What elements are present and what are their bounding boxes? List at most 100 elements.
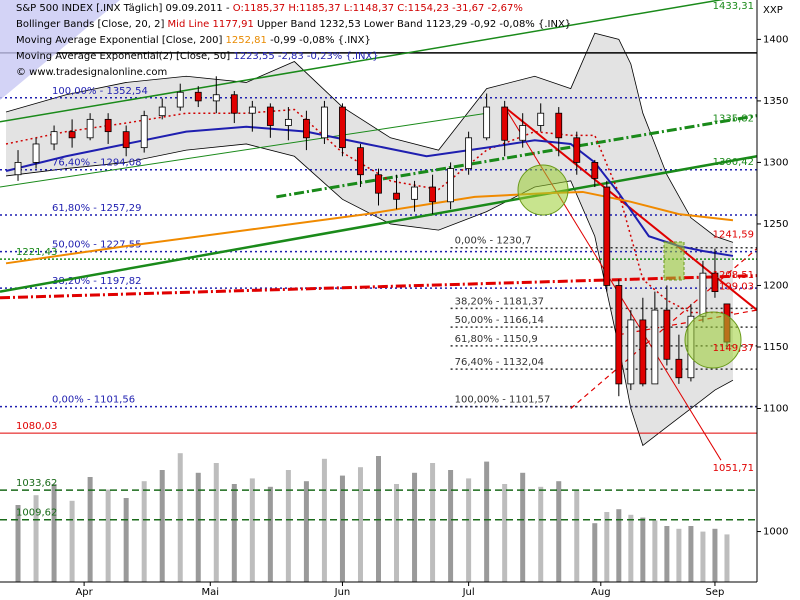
level-label: 1080,03: [16, 421, 57, 432]
x-tick-label: Mai: [202, 587, 220, 598]
header-line: Moving Average Exponential(2) [Close, 50…: [16, 51, 379, 62]
candle-body: [32, 143, 40, 163]
volume-bar: [15, 505, 21, 582]
trendline: [0, 155, 758, 293]
fib-label: 61,80% - 1257,29: [52, 203, 141, 214]
candle-body: [86, 118, 94, 139]
candle-body: [122, 131, 130, 149]
volume-bar: [123, 498, 129, 582]
candle-body: [14, 162, 22, 176]
price-label: 1208,51: [713, 270, 754, 281]
volume-bar: [592, 523, 598, 582]
candle-body: [158, 106, 166, 117]
candle-body: [711, 272, 719, 293]
volume-bar: [249, 478, 255, 582]
candle-body: [447, 168, 454, 203]
price-label: 1149,37: [713, 343, 754, 354]
band-fill: [6, 33, 733, 446]
header-text: Bollinger Bands [Close, 20, 2]: [16, 19, 168, 30]
volume-bar: [604, 512, 610, 582]
header-line: Bollinger Bands [Close, 20, 2] Mid Line …: [16, 19, 571, 30]
candle-body: [411, 186, 418, 200]
header-text: Moving Average Exponential [Close, 200]: [16, 35, 226, 46]
indicator-line: [5, 190, 734, 265]
candle-body: [699, 272, 707, 317]
volume-bar: [664, 526, 670, 582]
candle-body: [104, 118, 112, 133]
highlight-circle: [517, 164, 569, 216]
candle-body: [483, 106, 491, 139]
volume-bar: [628, 514, 634, 582]
trendline: [0, 274, 758, 300]
fib-label: 76,40% - 1132,04: [455, 357, 544, 368]
price-label: 1199,03: [713, 282, 754, 293]
volume-bar: [87, 477, 93, 582]
candle-body: [248, 106, 256, 114]
volume-bar: [520, 472, 526, 582]
volume-bar: [640, 517, 646, 582]
candle-body: [194, 91, 202, 102]
x-tick-label: Jul: [462, 587, 475, 598]
fib-label: 50,00% - 1166,14: [455, 315, 544, 326]
volume-bar: [339, 475, 345, 582]
corner-shade: [0, 0, 120, 100]
volume-bar: [105, 489, 111, 582]
candle-body: [603, 186, 611, 286]
candle-body: [176, 91, 184, 108]
candle-body: [615, 285, 623, 385]
candle-body: [639, 319, 647, 385]
volume-bar: [357, 467, 363, 582]
fib-label: 100,00% - 1101,57: [455, 395, 551, 406]
candle-body: [573, 137, 581, 163]
candle-body: [555, 112, 563, 139]
candle-body: [321, 106, 328, 139]
header: S&P 500 INDEX [.INX Täglich] 09.09.2011 …: [16, 3, 571, 78]
highlight-circle: [684, 311, 742, 369]
volume-bar: [412, 472, 418, 582]
x-tick-label: Sep: [706, 587, 725, 598]
upper-band: [5, 32, 734, 243]
candle-body: [537, 112, 545, 126]
volume-bar: [394, 484, 400, 582]
fib-label: 0,00% - 1101,56: [52, 395, 135, 406]
candle-body: [303, 118, 310, 139]
volume-bar: [430, 463, 436, 582]
candle-body: [68, 131, 76, 139]
y-tick-label: 1200: [763, 280, 788, 291]
y-tick-label: 1100: [763, 404, 788, 415]
volume-bar: [724, 534, 730, 582]
header-line: S&P 500 INDEX [.INX Täglich] 09.09.2011 …: [16, 3, 523, 14]
header-text: -0,99 -0,08% {.INX}: [267, 35, 371, 46]
candle-body: [663, 309, 671, 360]
volume-bar: [538, 486, 544, 582]
y-tick-label: 1250: [763, 219, 788, 230]
highlight-box: [663, 241, 685, 281]
candle-body: [50, 131, 58, 145]
fib-label: 61,80% - 1150,9: [455, 334, 538, 345]
x-tick-label: Aug: [591, 587, 611, 598]
volume-bar: [448, 470, 454, 582]
fib-label: 50,00% - 1227,55: [52, 240, 141, 251]
price-label: 1241,59: [713, 229, 754, 240]
fib-label: 38,20% - 1181,37: [455, 296, 544, 307]
trendline: [276, 114, 758, 199]
volume-bar: [231, 484, 237, 582]
fib-label: 38,20% - 1197,82: [52, 276, 141, 287]
indicator-line: [5, 125, 734, 257]
volume-bar: [195, 472, 201, 582]
volume-bar: [574, 489, 580, 582]
header-text: © www.tradesignalonline.com: [16, 67, 167, 78]
candle-body: [465, 137, 473, 169]
volume-bar: [213, 463, 219, 582]
volume-bar: [556, 481, 562, 582]
fib-label: 100,00% - 1352,54: [52, 86, 148, 97]
candle-body: [284, 118, 292, 126]
candle-body: [627, 319, 635, 385]
candle-body: [519, 125, 527, 141]
fib-label: 0,00% - 1230,7: [455, 236, 532, 247]
level-label: 1009,62: [16, 508, 57, 519]
volume-bar: [141, 481, 147, 582]
price-label: 1433,31: [713, 1, 754, 12]
trendline: [0, 0, 725, 123]
volume-bar: [700, 531, 706, 582]
